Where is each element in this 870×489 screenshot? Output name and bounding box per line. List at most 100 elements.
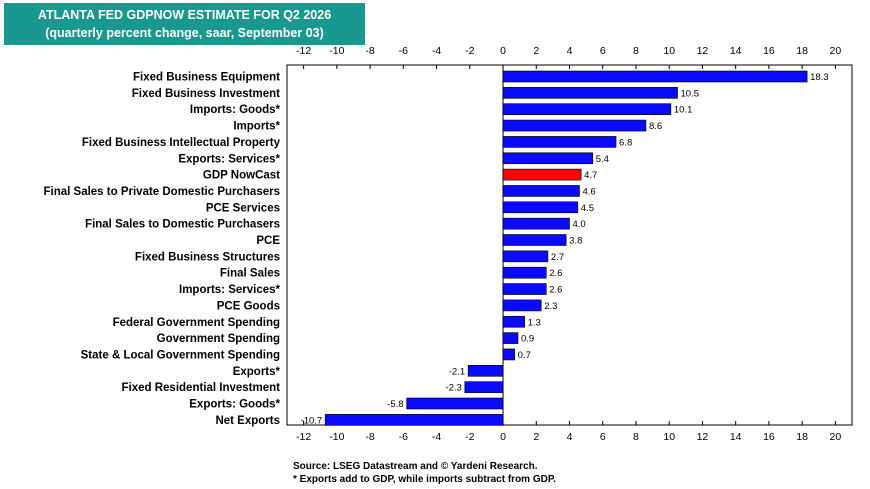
category-label: State & Local Government Spending [81,349,280,361]
bar [502,185,580,197]
bar [502,299,542,312]
top-tick-label: -8 [365,45,374,57]
category-label: Final Sales to Domestic Purchasers [85,219,280,231]
bottom-tick-label: -8 [365,431,374,443]
bar [502,201,579,214]
bar [502,119,647,132]
top-tick-label: -12 [296,45,311,57]
category-label: PCE Goods [217,300,280,312]
bottom-tick-label: 2 [533,431,539,443]
category-label: Fixed Business Intellectual Property [82,137,281,149]
value-label: 10.5 [681,88,700,99]
value-label: 4.6 [582,186,595,197]
bar [502,266,547,279]
value-label: 10.1 [674,105,693,116]
value-label: 0.7 [518,350,531,361]
top-tick-label: 10 [663,45,675,57]
value-label: -5.8 [387,399,403,410]
bar [502,70,808,83]
bottom-tick-label: 16 [763,431,775,443]
value-label: 4.0 [573,219,586,230]
category-label: Imports* [233,121,280,133]
bar [502,87,678,99]
bottom-tick-label: 8 [633,431,639,443]
category-label: Imports: Goods* [190,104,281,116]
bar [502,136,617,148]
top-tick-label: -10 [329,45,344,57]
value-label: 3.8 [569,236,582,247]
bar [502,103,672,115]
category-label: Fixed Business Equipment [133,72,280,84]
value-label: 2.6 [549,268,562,279]
bar [502,283,547,295]
top-tick-label: 12 [697,45,709,57]
bar [502,234,567,246]
footnote: * Exports add to GDP, while imports subt… [293,474,557,485]
category-label: Exports* [233,366,281,378]
bottom-tick-label: 18 [796,431,808,443]
category-label: Exports: Services* [178,153,280,165]
category-label: Fixed Residential Investment [122,382,281,394]
top-tick-label: 6 [600,45,606,57]
value-label: 18.3 [810,72,829,83]
top-tick-label: 4 [567,45,573,57]
top-tick-label: -4 [432,45,441,57]
bar [502,348,515,361]
bottom-tick-label: -10 [329,431,344,443]
bar [502,315,525,328]
top-tick-label: 16 [763,45,775,57]
value-label: -2.1 [449,366,465,377]
value-label: 2.7 [551,252,564,263]
bottom-tick-label: 0 [500,431,506,443]
bar [464,381,504,393]
bottom-tick-label: 6 [600,431,606,443]
bottom-tick-label: -12 [296,431,311,443]
bar [502,332,519,344]
chart-subtitle: (quarterly percent change, saar, Septemb… [45,26,324,40]
bottom-tick-label: -2 [465,431,474,443]
value-label: 8.6 [649,121,662,132]
bar [467,364,504,377]
value-label: 4.7 [584,170,597,181]
category-label: PCE [256,235,280,247]
bar [406,397,504,410]
category-label: Fixed Business Structures [135,251,280,263]
bottom-tick-label: 14 [730,431,742,443]
top-tick-label: 8 [633,45,639,57]
bar [324,414,504,426]
top-tick-label: 2 [533,45,539,57]
bottom-tick-label: -6 [399,431,408,443]
value-label: 0.9 [521,334,534,345]
category-label: Fixed Business Investment [132,88,280,100]
category-label: Net Exports [215,415,280,427]
bar [502,250,549,263]
category-label: GDP NowCast [203,170,280,182]
top-tick-label: 18 [796,45,808,57]
bottom-tick-label: 12 [697,431,709,443]
source-note: Source: LSEG Datastream and © Yardeni Re… [293,461,538,472]
top-tick-label: -6 [399,45,408,57]
chart-title: ATLANTA FED GDPNOW ESTIMATE FOR Q2 2026 [37,8,332,22]
top-tick-label: 14 [730,45,742,57]
value-label: -10.7 [301,415,323,426]
category-label: Imports: Services* [179,284,281,296]
bottom-tick-label: 20 [830,431,842,443]
bar [502,217,570,230]
bottom-tick-label: 4 [567,431,573,443]
bottom-tick-label: 10 [663,431,675,443]
category-label: Final Sales [220,268,280,280]
value-label: 6.8 [619,137,632,148]
category-label: Federal Government Spending [113,317,280,329]
category-label: PCE Services [206,202,280,214]
top-tick-label: 0 [500,45,506,57]
value-label: -2.3 [445,383,461,394]
category-label: Government Spending [157,333,280,345]
category-label: Exports: Goods* [189,399,280,411]
top-tick-label: -2 [465,45,474,57]
value-label: 2.6 [549,285,562,296]
top-tick-label: 20 [830,45,842,57]
bar [502,152,594,165]
category-label: Final Sales to Private Domestic Purchase… [44,186,281,198]
value-label: 4.5 [581,203,594,214]
value-label: 2.3 [544,301,557,312]
